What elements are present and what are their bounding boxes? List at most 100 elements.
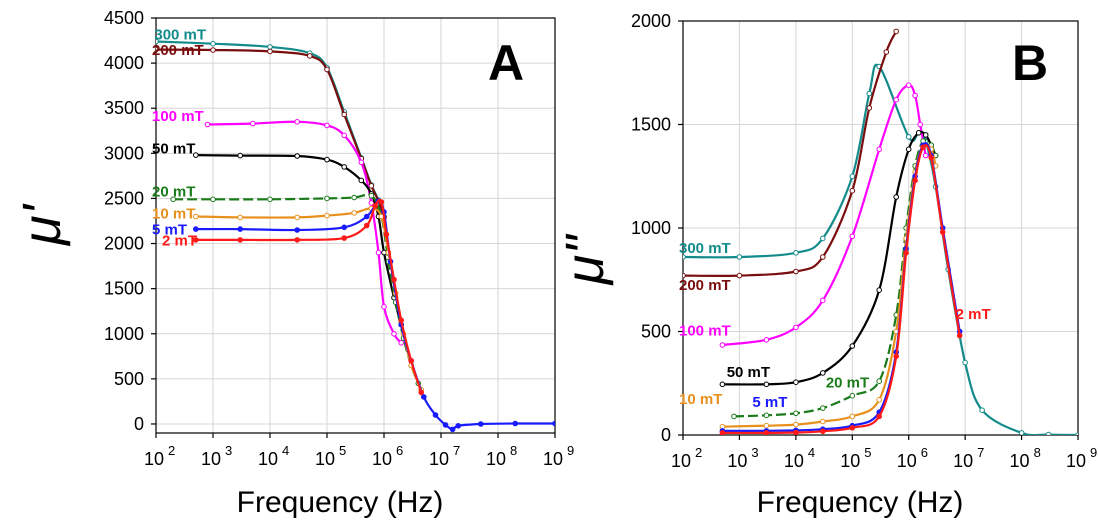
series-label: 100 mT xyxy=(152,108,204,125)
x-tick-exponent: 5 xyxy=(864,445,871,460)
x-axis-label: Frequency (Hz) xyxy=(237,486,444,519)
series-group xyxy=(156,38,555,433)
series-line xyxy=(173,193,420,384)
data-point xyxy=(903,250,909,256)
data-point xyxy=(793,429,799,435)
series-label: 50 mT xyxy=(152,140,195,157)
x-tick-label: 10 2 xyxy=(144,443,175,469)
x-tick-exponent: 9 xyxy=(1090,445,1097,460)
data-point xyxy=(341,132,348,139)
data-point xyxy=(793,324,799,331)
y-tick-label: 1000 xyxy=(631,218,671,238)
data-point xyxy=(341,224,348,231)
data-point xyxy=(421,394,427,400)
x-tick-label: 10 4 xyxy=(784,445,815,471)
x-tick-exponent: 5 xyxy=(339,443,346,458)
data-point xyxy=(442,422,449,428)
data-point xyxy=(432,412,439,418)
x-tick-base: 10 xyxy=(953,451,973,471)
data-point xyxy=(683,272,686,279)
data-point xyxy=(294,227,301,233)
data-point xyxy=(793,268,799,275)
data-point xyxy=(849,343,856,349)
data-point xyxy=(418,389,425,396)
data-point xyxy=(731,413,737,420)
data-point xyxy=(324,195,330,202)
x-tick-base: 10 xyxy=(543,449,563,469)
x-tick-exponent: 7 xyxy=(453,443,460,458)
x-tick-label: 10 2 xyxy=(671,445,702,471)
data-point xyxy=(1018,430,1025,435)
data-point xyxy=(922,132,929,138)
series-label: 100 mT xyxy=(679,323,731,340)
x-tick-exponent: 6 xyxy=(396,443,403,458)
x-tick-label: 10 6 xyxy=(897,445,928,471)
data-point xyxy=(368,200,375,206)
data-point xyxy=(939,229,946,235)
data-point xyxy=(358,177,365,184)
x-tick-base: 10 xyxy=(897,451,917,471)
data-point xyxy=(876,413,883,420)
data-point xyxy=(156,38,159,45)
data-point xyxy=(391,276,397,283)
x-tick-exponent: 8 xyxy=(1034,445,1041,460)
data-point xyxy=(876,146,883,153)
data-point xyxy=(193,226,199,232)
data-point xyxy=(905,82,912,88)
data-point xyxy=(398,317,405,324)
x-tick-exponent: 2 xyxy=(168,443,175,458)
data-point xyxy=(820,297,826,304)
series-line xyxy=(195,198,423,393)
series-label: 200 mT xyxy=(152,42,204,59)
data-point xyxy=(915,130,922,136)
data-point xyxy=(294,153,301,159)
data-point xyxy=(381,249,387,256)
data-point xyxy=(849,392,856,399)
data-point xyxy=(341,111,348,118)
data-point xyxy=(364,213,370,220)
x-tick-exponent: 3 xyxy=(225,443,232,458)
data-point xyxy=(893,28,900,35)
x-tick-label: 10 9 xyxy=(543,443,574,469)
series-label: 20 mT xyxy=(152,184,195,201)
series-label: 300 mT xyxy=(154,27,206,44)
y-tick-label: 2000 xyxy=(104,234,144,254)
data-point xyxy=(294,214,301,221)
data-point xyxy=(210,196,216,203)
data-point xyxy=(793,379,799,386)
data-point xyxy=(793,421,799,428)
data-point xyxy=(193,237,199,243)
data-point xyxy=(237,214,243,221)
x-tick-base: 10 xyxy=(1010,451,1030,471)
data-point xyxy=(912,177,918,184)
data-point xyxy=(368,183,375,189)
series-label: 2 mT xyxy=(162,232,197,249)
x-tick-label: 10 5 xyxy=(840,445,871,471)
data-point xyxy=(294,119,301,125)
y-tick-label: 500 xyxy=(114,369,144,389)
data-point xyxy=(372,202,379,209)
panel-b: 0 500 1000 1500 2000 10 2 10 3 10 4 10 5 10 6 10 7 10 8 10 9… xyxy=(555,11,1097,519)
x-tick-exponent: 2 xyxy=(695,445,702,460)
x-tick-base: 10 xyxy=(315,449,335,469)
data-point xyxy=(849,425,856,431)
y-tick-label: 3000 xyxy=(104,143,144,163)
data-point xyxy=(866,90,873,97)
x-tick-base: 10 xyxy=(671,451,691,471)
data-point xyxy=(917,121,924,128)
data-point xyxy=(820,418,826,425)
data-point xyxy=(905,134,912,140)
data-point xyxy=(237,152,243,159)
x-tick-label: 10 6 xyxy=(372,443,403,469)
y-axis-label: μ' xyxy=(12,203,72,247)
data-point xyxy=(893,194,900,200)
data-point xyxy=(193,213,199,220)
x-tick-label: 10 7 xyxy=(953,445,984,471)
x-tick-label: 10 8 xyxy=(486,443,517,469)
data-point xyxy=(383,231,390,238)
data-point xyxy=(341,235,348,241)
series-label: 2 mT xyxy=(956,306,991,323)
series-label: 5 mT xyxy=(152,222,187,239)
data-point xyxy=(267,44,273,50)
